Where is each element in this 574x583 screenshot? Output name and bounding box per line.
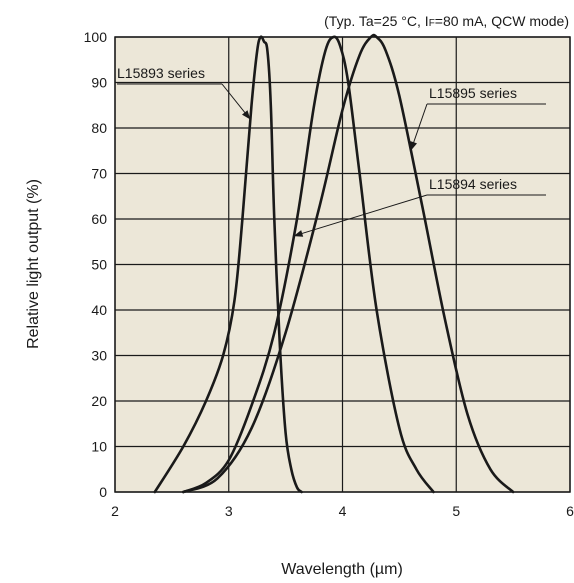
series-line-0 <box>153 35 303 494</box>
y-tick-label: 10 <box>91 439 107 455</box>
x-tick-label: 5 <box>452 503 460 519</box>
series-label-0: L15893 series <box>117 65 205 81</box>
x-axis-tick-labels: 2 3 4 5 6 <box>111 503 574 519</box>
y-tick-label: 40 <box>91 302 107 318</box>
measurement-condition: (Typ. Ta=25 °C, IF=80 mA, QCW mode) <box>324 13 569 29</box>
leader-arrowhead-0 <box>242 110 251 120</box>
y-tick-label: 20 <box>91 393 107 409</box>
x-tick-label: 6 <box>566 503 574 519</box>
series-lines <box>153 33 515 494</box>
series-label-1: L15895 series <box>429 85 517 101</box>
y-axis-tick-labels: 0 10 20 30 40 50 60 70 80 90 100 <box>84 29 108 500</box>
condition-text-rest: =80 mA, QCW mode) <box>435 13 569 29</box>
annotation-leaders <box>117 83 546 237</box>
y-tick-label: 30 <box>91 348 107 364</box>
condition-text: (Typ. Ta=25 °C, I <box>324 13 429 29</box>
x-tick-label: 4 <box>339 503 347 519</box>
y-tick-label: 100 <box>84 29 108 45</box>
y-axis-title: Relative light output (%) <box>25 179 42 349</box>
leader-arrowhead-1 <box>410 141 418 151</box>
series-line-2 <box>182 33 515 494</box>
series-label-2: L15894 series <box>429 176 517 192</box>
x-tick-label: 3 <box>225 503 233 519</box>
y-tick-label: 60 <box>91 211 107 227</box>
condition-subscript: F <box>429 18 435 29</box>
y-tick-label: 80 <box>91 120 107 136</box>
leader-line-2 <box>293 194 428 237</box>
y-tick-label: 0 <box>99 484 107 500</box>
leader-arrowhead-2 <box>293 230 304 237</box>
x-axis-title: Wavelength (µm) <box>281 561 403 578</box>
series-line-1 <box>182 35 435 494</box>
series-labels: L15893 series L15895 series L15894 series <box>117 65 517 192</box>
y-tick-label: 50 <box>91 257 107 273</box>
y-tick-label: 90 <box>91 75 107 91</box>
y-tick-label: 70 <box>91 166 107 182</box>
plot-border <box>114 36 571 493</box>
x-tick-label: 2 <box>111 503 119 519</box>
